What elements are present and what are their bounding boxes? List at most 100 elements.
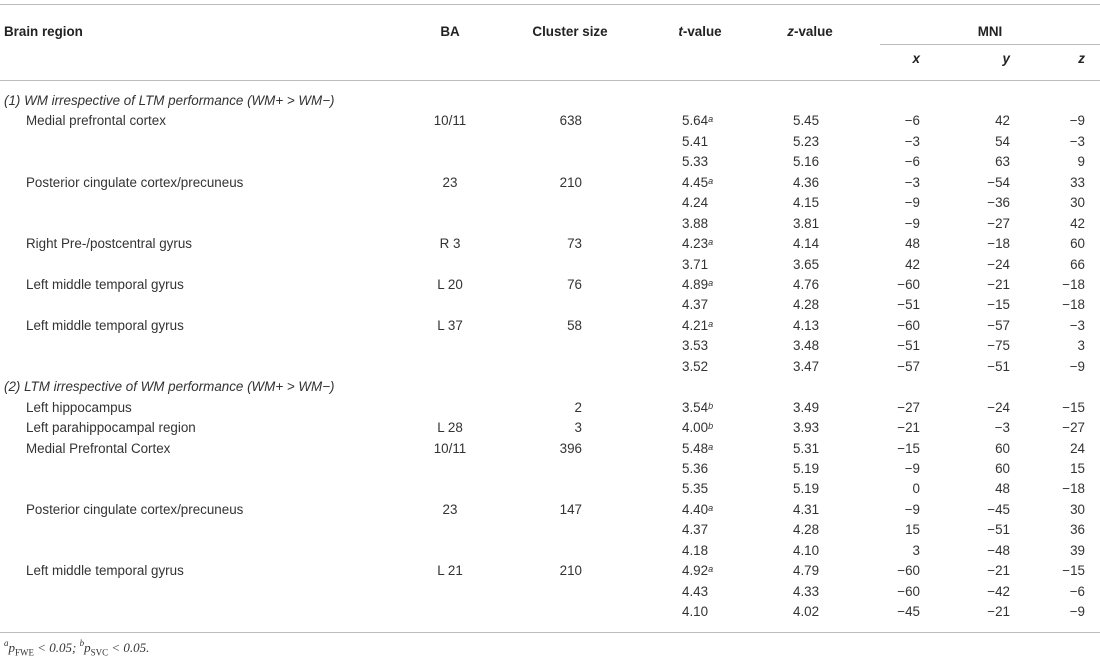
row-t-superscript: b	[708, 421, 714, 431]
row-z-value: 3.49	[793, 399, 820, 415]
row-t-value: 5.64a	[682, 112, 713, 130]
row-mni-z: −15	[1062, 399, 1085, 415]
row-mni-y: 42	[995, 113, 1010, 129]
row-t-number: 3.71	[682, 256, 709, 272]
footnote-a-rest: < 0.05;	[34, 640, 80, 655]
row-t-value: 4.89a	[682, 276, 713, 294]
header-t-rest: -value	[682, 24, 722, 39]
row-cluster-size: 147	[559, 501, 582, 517]
row-z-value: 4.14	[793, 236, 820, 252]
row-ba: 23	[442, 174, 458, 190]
row-t-number: 4.21	[682, 317, 709, 333]
row-region: Left hippocampus	[26, 399, 132, 415]
footnote-a-sub: FWE	[15, 647, 34, 658]
header-t-italic: t	[678, 24, 683, 39]
row-mni-y: 60	[995, 460, 1010, 476]
row-t-superscript: a	[708, 175, 714, 186]
row-mni-y: −3	[994, 420, 1010, 435]
row-region: Medial prefrontal cortex	[26, 113, 166, 129]
row-mni-z: −18	[1062, 297, 1085, 313]
row-mni-z: 42	[1070, 215, 1085, 231]
row-t-number: 4.00	[682, 420, 709, 435]
row-t-superscript: a	[708, 114, 714, 125]
row-mni-z: 60	[1070, 236, 1085, 252]
row-z-value: 5.19	[793, 481, 820, 497]
row-t-number: 4.92	[682, 563, 709, 579]
row-mni-z: 3	[1077, 338, 1085, 354]
row-mni-y: −36	[987, 195, 1010, 211]
row-ba: R 3	[439, 236, 461, 252]
row-mni-y: −48	[987, 542, 1010, 558]
section-title: (1) WM irrespective of LTM performance (…	[4, 93, 335, 108]
header-z-value: z-value	[760, 23, 860, 41]
row-z-value: 4.31	[793, 501, 820, 517]
row-z-value: 4.28	[793, 297, 820, 313]
row-mni-x: −9	[904, 195, 920, 211]
row-t-superscript: a	[708, 441, 714, 452]
row-mni-x: −9	[904, 460, 920, 476]
row-t-superscript: a	[708, 564, 714, 575]
row-mni-x: −45	[897, 604, 920, 619]
row-z-value: 5.19	[793, 460, 820, 476]
row-z-value: 4.15	[793, 195, 820, 211]
row-t-value: 4.21a	[682, 317, 713, 335]
row-t-value: 4.37	[682, 296, 708, 314]
header-x: x	[912, 51, 920, 66]
row-mni-y: −45	[987, 501, 1010, 517]
row-region: Left parahippocampal region	[26, 420, 196, 435]
row-mni-y: −18	[987, 236, 1010, 252]
row-cluster-size: 2	[574, 399, 582, 415]
row-mni-y: −57	[987, 317, 1010, 333]
row-ba: L 20	[437, 277, 463, 292]
row-t-value: 4.40a	[682, 501, 713, 519]
row-t-superscript: a	[708, 318, 714, 329]
row-mni-y: −27	[987, 215, 1010, 231]
row-cluster-size: 76	[567, 277, 582, 292]
row-t-value: 3.88	[682, 215, 708, 233]
row-region: Right Pre-/postcentral gyrus	[26, 236, 192, 252]
row-mni-y: −15	[987, 297, 1010, 313]
row-region: Medial Prefrontal Cortex	[26, 440, 171, 456]
header-brain-region: Brain region	[4, 24, 83, 39]
row-t-value: 4.18	[682, 542, 708, 560]
row-region: Left middle temporal gyrus	[26, 563, 184, 579]
row-t-number: 5.41	[682, 133, 709, 149]
footnote: apFWE < 0.05; bpSVC < 0.05.	[4, 638, 149, 658]
row-mni-z: 33	[1070, 174, 1085, 190]
row-mni-x: 3	[912, 542, 920, 558]
row-mni-z: 36	[1070, 522, 1085, 538]
row-t-value: 3.53	[682, 337, 708, 355]
row-mni-z: 15	[1070, 460, 1085, 476]
row-t-value: 5.36	[682, 460, 708, 478]
row-cluster-size: 210	[559, 563, 582, 579]
row-t-number: 3.53	[682, 338, 709, 354]
header-mni: MNI	[977, 24, 1003, 39]
row-mni-x: −60	[897, 583, 920, 599]
row-t-value: 4.45a	[682, 174, 713, 192]
row-t-value: 4.24	[682, 194, 708, 212]
row-mni-z: 9	[1077, 154, 1085, 170]
row-t-number: 3.88	[682, 215, 709, 231]
row-z-value: 4.79	[793, 563, 820, 579]
row-t-value: 3.54b	[682, 399, 713, 417]
row-mni-y: 63	[995, 154, 1010, 170]
row-mni-x: −9	[904, 501, 920, 517]
row-z-value: 3.65	[793, 256, 820, 272]
row-z-value: 4.36	[793, 174, 820, 190]
footnote-b-sub: SVC	[90, 647, 109, 658]
row-mni-y: −51	[987, 522, 1010, 538]
row-cluster-size: 210	[559, 174, 582, 190]
footnote-b-marker: b	[79, 638, 85, 648]
row-region: Left middle temporal gyrus	[26, 277, 184, 292]
row-t-value: 3.71	[682, 256, 708, 274]
row-z-value: 4.02	[793, 604, 820, 619]
row-cluster-size: 638	[559, 113, 582, 129]
footnote-a-p: p	[8, 640, 16, 655]
row-t-number: 4.45	[682, 174, 709, 190]
header-bottom-rule	[0, 80, 1100, 81]
row-t-number: 4.43	[682, 583, 709, 599]
row-z-value: 4.10	[793, 542, 820, 558]
row-t-number: 5.64	[682, 113, 709, 129]
footnote-b-p: p	[84, 640, 91, 655]
row-ba: 10/11	[433, 440, 467, 456]
